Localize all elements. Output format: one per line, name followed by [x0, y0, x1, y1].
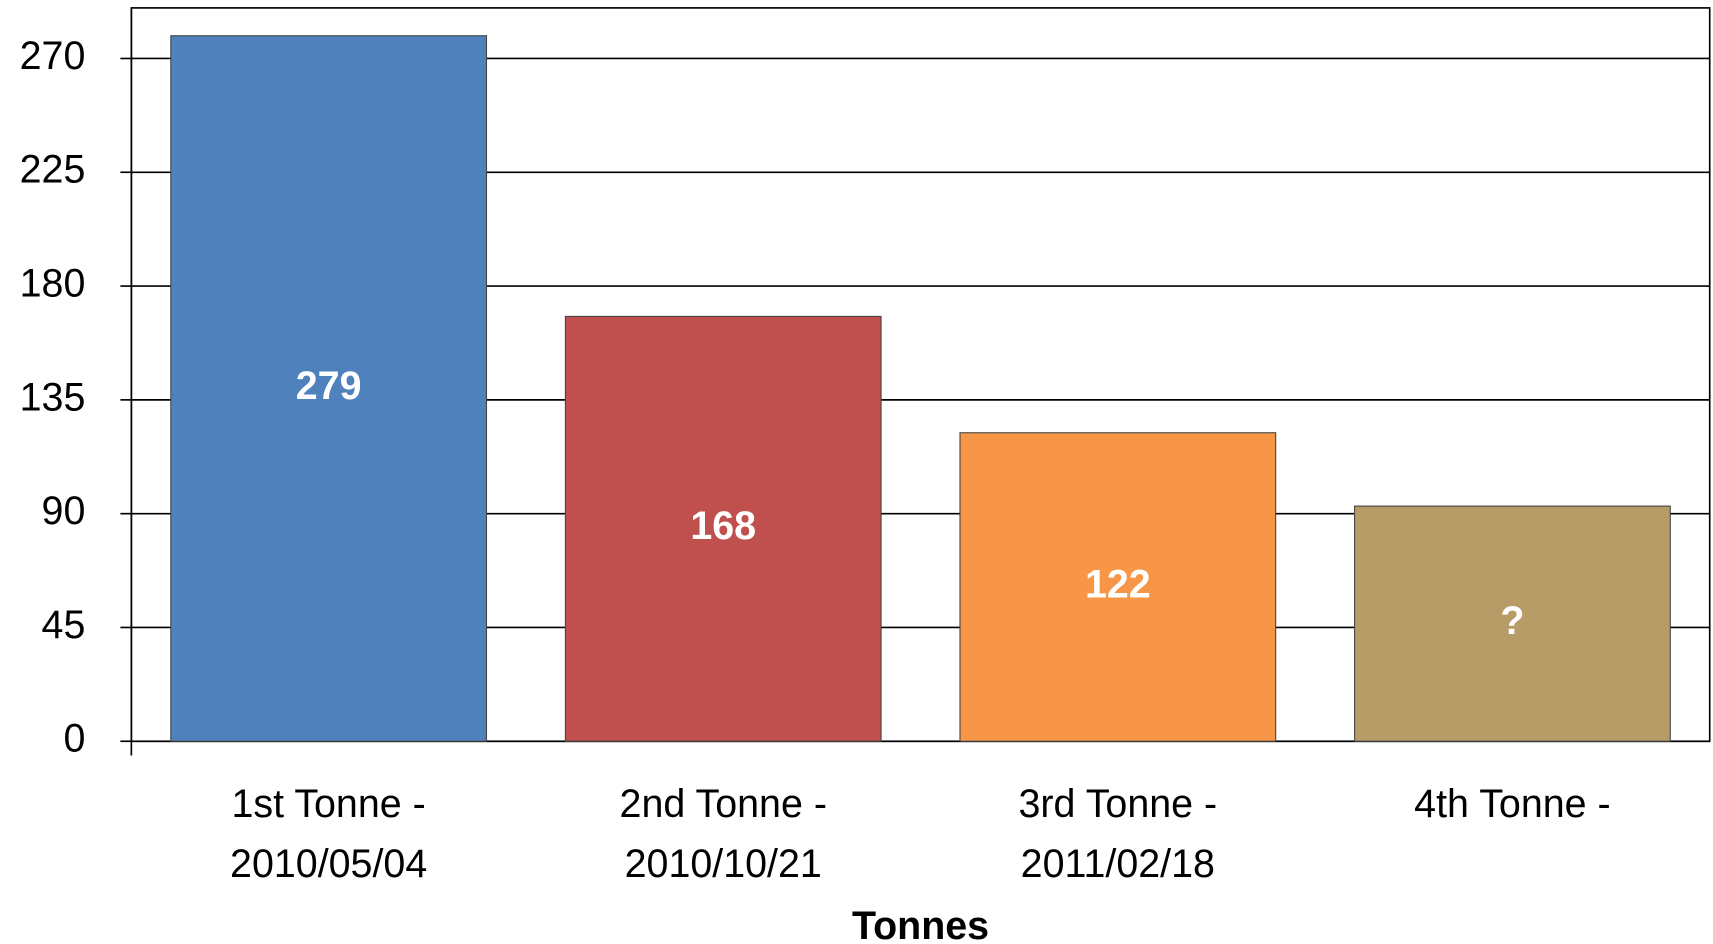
bar: [1354, 505, 1671, 742]
x-tick-label: 4th Tonne -: [1414, 780, 1611, 826]
bar: [170, 35, 488, 742]
y-tick-label: 45: [42, 603, 86, 647]
x-axis-title: Tonnes: [852, 904, 989, 944]
data-label: 168: [690, 504, 756, 548]
x-tick-label-box: 4th Tonne -: [1414, 780, 1611, 826]
y-tick-label: 90: [42, 489, 86, 533]
y-tick-label: 135: [20, 375, 86, 419]
x-tick-label: 1st Tonne - 2010/05/04: [230, 780, 428, 886]
y-tick-label: 180: [20, 261, 86, 305]
y-tick-label: 225: [20, 148, 86, 192]
data-label: 279: [296, 364, 362, 408]
data-label: ?: [1500, 599, 1524, 643]
x-tick-label: 3rd Tonne - 2011/02/18: [1018, 780, 1218, 886]
y-tick-label: 270: [20, 34, 86, 78]
bar: [959, 432, 1277, 742]
x-tick-label-box: 1st Tonne - 2010/05/04: [230, 780, 428, 886]
bar: [564, 315, 882, 742]
x-tick-label-box: 2nd Tonne - 2010/10/21: [619, 780, 827, 886]
data-label: 122: [1085, 562, 1151, 606]
x-tick-label: 2nd Tonne - 2010/10/21: [619, 780, 827, 886]
x-tick-label-box: 3rd Tonne - 2011/02/18: [1018, 780, 1218, 886]
y-tick-label: 0: [63, 717, 85, 761]
